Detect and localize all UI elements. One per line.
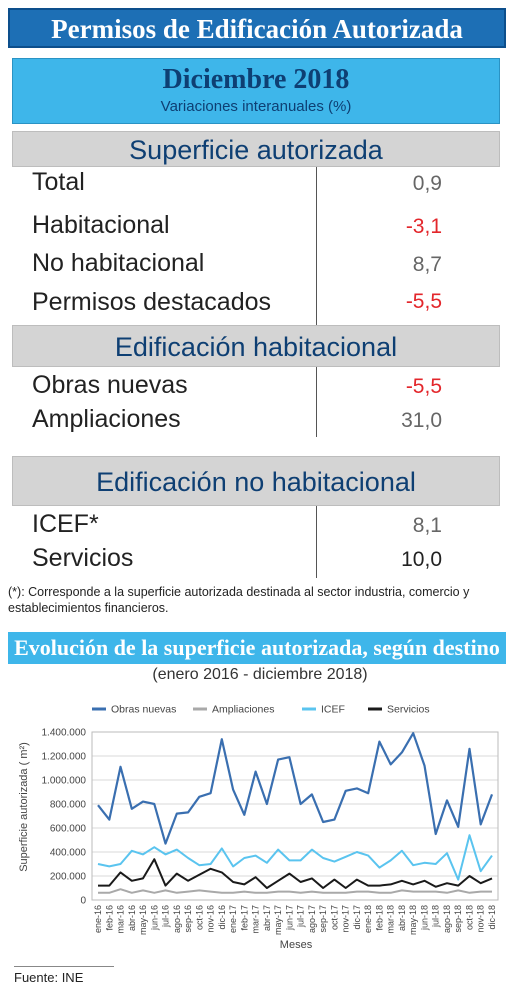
y-tick-label: 0: [80, 896, 86, 907]
chart-subtitle: (enero 2016 - diciembre 2018): [152, 666, 368, 683]
row-value-habitacional: -3,1: [405, 215, 442, 238]
row-value-no-habitacional: 8,7: [412, 253, 442, 276]
x-axis-label: Meses: [280, 939, 313, 951]
x-tick-label: may-18: [408, 905, 418, 935]
x-axis: ene-16 feb-16 mar-16 abr-16 may-16 jun-16 jul-…: [93, 905, 497, 935]
page-title: Permisos de Edificación Autorizada: [8, 8, 506, 48]
table-divider: [316, 367, 317, 437]
x-tick-label: mar-18: [386, 905, 396, 934]
period-box: Diciembre 2018 Variaciones interanuales …: [12, 58, 500, 124]
x-tick-label: nov-17: [341, 905, 351, 933]
footnote: (*): Corresponde a la superficie autoriz…: [8, 585, 470, 615]
source-rule: [14, 966, 114, 967]
section-superficie-title: Superficie autorizada: [12, 131, 500, 167]
x-tick-label: ene-18: [363, 905, 373, 933]
legend-label: Ampliaciones: [212, 704, 274, 716]
row-label-total: Total: [32, 168, 85, 196]
x-tick-label: ene-16: [93, 905, 103, 933]
legend-label: ICEF: [321, 704, 345, 716]
y-tick-label: 1.000.000: [42, 776, 87, 787]
row-label-habitacional: Habitacional: [32, 211, 170, 239]
y-tick-label: 600.000: [50, 824, 87, 835]
chart-title: Evolución de la superficie autorizada, s…: [8, 632, 506, 664]
x-tick-label: oct-17: [329, 905, 339, 930]
x-tick-label: sep-16: [183, 905, 193, 933]
legend-label: Obras nuevas: [111, 704, 176, 716]
row-value-servicios: 10,0: [401, 548, 442, 571]
row-value-ampliaciones: 31,0: [401, 409, 442, 432]
x-tick-label: jun-17: [284, 905, 294, 931]
x-tick-label: jul-17: [296, 905, 306, 928]
x-tick-label: jul-18: [431, 905, 441, 928]
row-value-icef: 8,1: [412, 514, 442, 537]
plot-frame: [91, 731, 499, 901]
legend-label: Servicios: [387, 704, 430, 716]
x-tick-label: sep-17: [318, 905, 328, 933]
x-tick-label: feb-17: [239, 905, 249, 931]
section-no-habitacional-title: Edificación no habitacional: [12, 456, 500, 506]
x-tick-label: jun-18: [419, 905, 429, 931]
series-line: [97, 732, 494, 845]
period-month: Diciembre 2018: [162, 64, 350, 95]
period-subtitle: Variaciones interanuales (%): [160, 98, 352, 115]
y-tick-label: 400.000: [50, 848, 87, 859]
row-label-icef: ICEF*: [32, 510, 99, 538]
series-line: [97, 834, 493, 881]
x-tick-label: feb-18: [374, 905, 384, 931]
x-tick-label: may-17: [273, 905, 283, 935]
x-tick-label: mar-16: [116, 905, 126, 934]
source-note: Fuente: INE: [14, 970, 84, 985]
x-tick-label: mar-17: [251, 905, 261, 934]
x-tick-label: nov-18: [476, 905, 486, 933]
row-label-obras-nuevas: Obras nuevas: [32, 371, 188, 399]
x-tick-label: oct-18: [464, 905, 474, 930]
chart-grid: [91, 731, 499, 901]
series-line: [98, 888, 492, 894]
x-tick-label: oct-16: [194, 905, 204, 930]
row-value-total: 0,9: [412, 172, 442, 195]
x-tick-label: dic-17: [352, 905, 362, 930]
x-tick-label: dic-16: [217, 905, 227, 930]
x-tick-label: ago-18: [442, 905, 452, 933]
y-tick-label: 1.400.000: [42, 728, 87, 739]
chart-legend: Obras nuevas Ampliaciones ICEF Servicios: [92, 704, 430, 716]
x-tick-label: may-16: [138, 905, 148, 935]
x-tick-label: sep-18: [453, 905, 463, 933]
y-tick-label: 1.200.000: [42, 752, 87, 763]
section-habitacional-title: Edificación habitacional: [12, 325, 500, 367]
y-axis: 0 200.000 400.000 600.000 800.000 1.000.000 1.…: [42, 728, 87, 907]
y-tick-label: 800.000: [50, 800, 87, 811]
x-tick-label: ago-16: [172, 905, 182, 933]
x-tick-label: jul-16: [161, 905, 171, 928]
x-tick-label: jun-16: [149, 905, 159, 931]
y-axis-label: Superficie autorizada ( m²): [18, 742, 30, 872]
row-label-servicios: Servicios: [32, 544, 134, 572]
x-tick-label: dic-18: [487, 905, 497, 930]
row-value-obras-nuevas: -5,5: [405, 375, 442, 398]
table-divider: [316, 506, 317, 578]
chart-series: [97, 732, 494, 894]
row-label-permisos: Permisos destacados: [32, 288, 272, 316]
x-tick-label: nov-16: [206, 905, 216, 933]
line-chart: Obras nuevas Ampliaciones ICEF Servicios 0 2…: [18, 704, 499, 951]
row-label-ampliaciones: Ampliaciones: [32, 405, 181, 433]
x-tick-label: abr-18: [397, 905, 407, 931]
table-divider: [316, 167, 317, 325]
x-tick-label: ene-17: [228, 905, 238, 933]
series-line: [98, 858, 493, 889]
x-tick-label: feb-16: [104, 905, 114, 931]
row-value-permisos: -5,5: [405, 290, 442, 313]
row-label-no-habitacional: No habitacional: [32, 249, 205, 277]
x-tick-label: abr-16: [127, 905, 137, 931]
x-tick-label: abr-17: [262, 905, 272, 931]
x-tick-label: ago-17: [307, 905, 317, 933]
y-tick-label: 200.000: [50, 872, 87, 883]
